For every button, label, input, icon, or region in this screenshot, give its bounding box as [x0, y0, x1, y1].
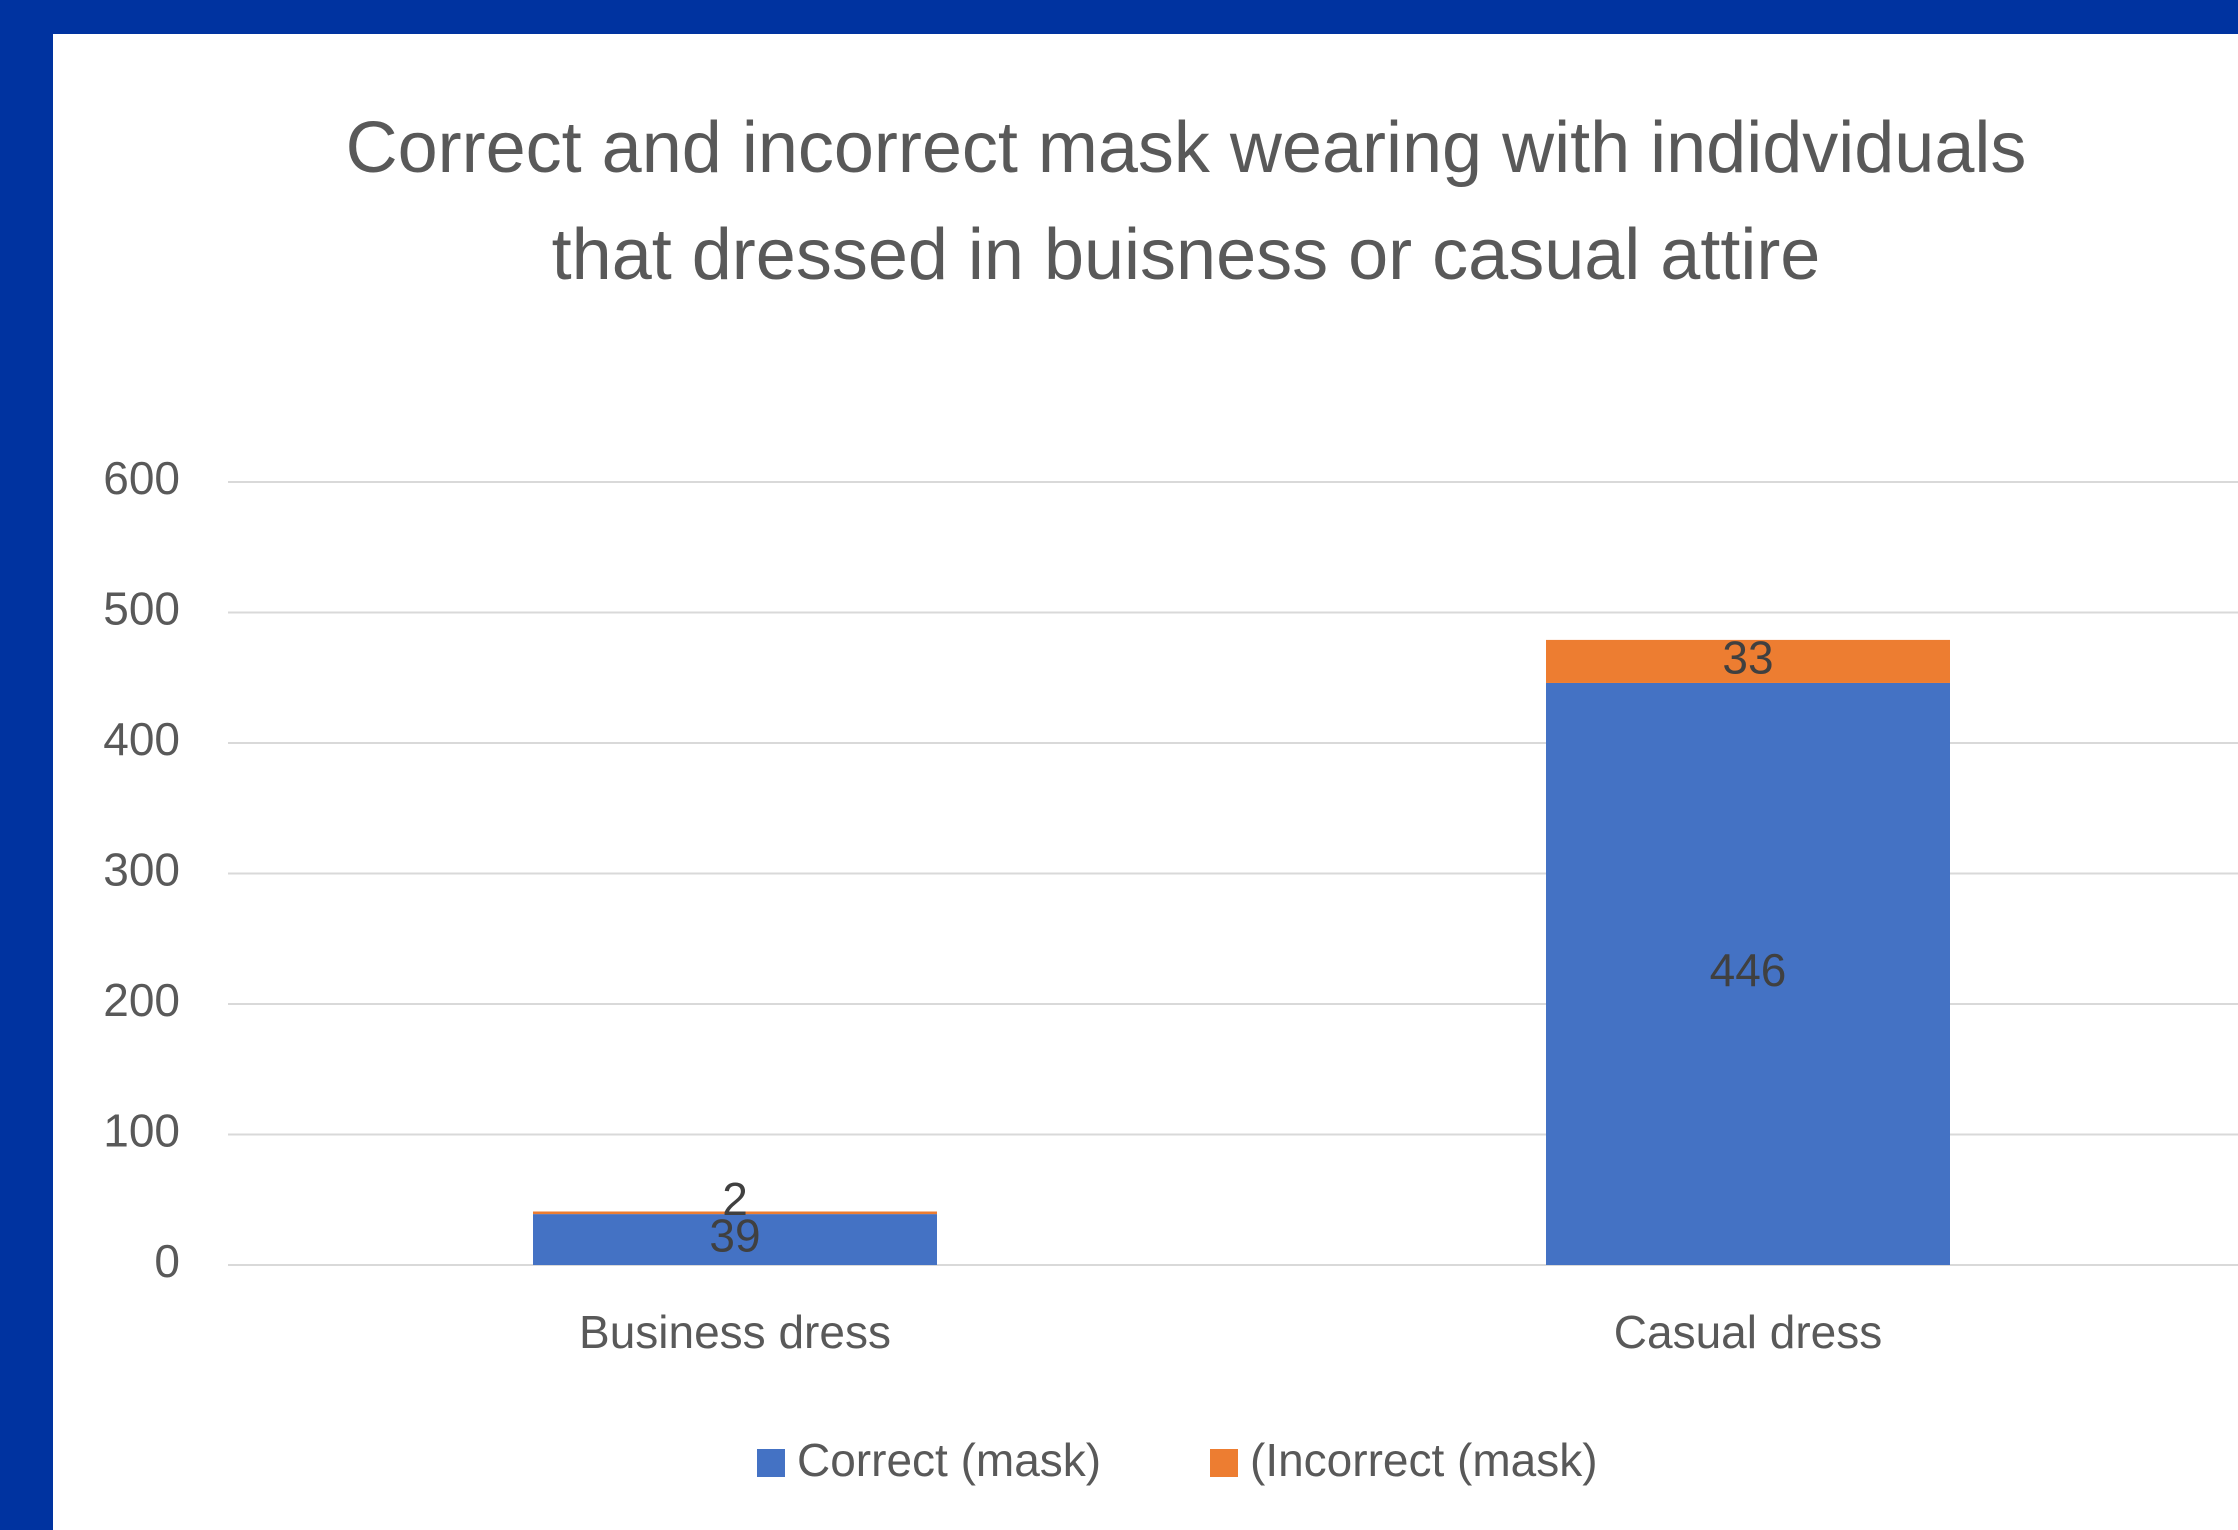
legend-swatch — [757, 1449, 785, 1477]
x-tick-label: Business dress — [579, 1306, 891, 1358]
legend-swatch — [1210, 1449, 1238, 1477]
bar-segment — [533, 1214, 937, 1265]
bar-segment — [533, 1211, 937, 1215]
y-tick-label: 0 — [154, 1235, 180, 1287]
data-label: 39 — [709, 1210, 760, 1262]
legend-label: Correct (mask) — [797, 1434, 1101, 1486]
bar-segment — [1546, 639, 1950, 683]
bar-segment — [1546, 682, 1950, 1265]
y-tick-label: 200 — [103, 974, 180, 1026]
y-tick-label: 500 — [103, 583, 180, 635]
data-label: 2 — [722, 1173, 748, 1225]
data-label: 33 — [1722, 632, 1773, 684]
data-label: 446 — [1710, 944, 1787, 996]
y-tick-label: 300 — [103, 844, 180, 896]
y-tick-label: 600 — [103, 452, 180, 504]
y-tick-label: 400 — [103, 713, 180, 765]
y-tick-label: 100 — [103, 1105, 180, 1157]
x-tick-label: Casual dress — [1614, 1306, 1882, 1358]
legend-label: (Incorrect (mask) — [1250, 1434, 1598, 1486]
chart-title: Correct and incorrect mask wearing with … — [345, 108, 2027, 295]
